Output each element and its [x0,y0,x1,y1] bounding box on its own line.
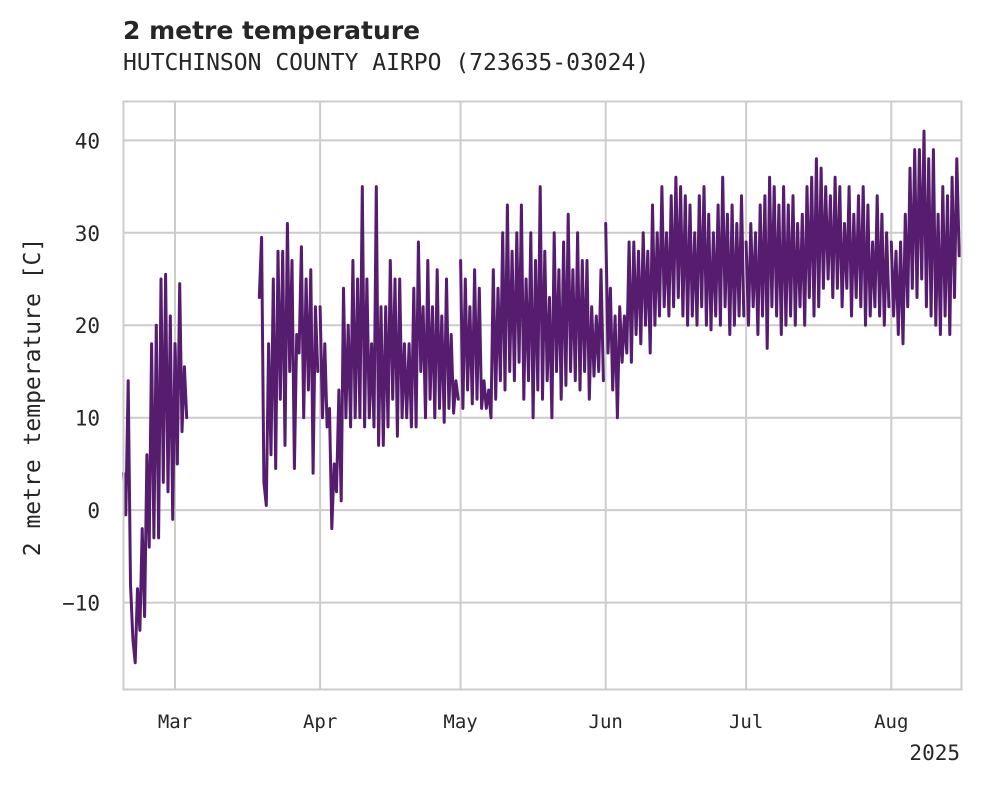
x-tick-label: Apr [303,711,337,733]
x-tick-label: Jul [729,711,763,733]
y-tick-label: 20 [75,314,100,338]
y-axis-label: 2 metre temperature [C] [20,238,46,557]
x-tick-labels: Mar Apr May Jun Jul Aug [158,711,909,733]
y-tick-label: 10 [75,407,100,431]
y-tick-labels: −10 0 10 20 30 40 [62,129,100,615]
y-tick-label: 30 [75,222,100,246]
temperature-series-line [318,185,460,531]
temperature-series-line [122,272,179,665]
chart-title: 2 metre temperature [123,16,421,45]
plot-frame [122,100,963,691]
y-tick-label: −10 [62,592,100,616]
x-tick-label: Aug [874,711,908,733]
temperature-series-line [459,185,605,420]
chart-subtitle: HUTCHINSON COUNTY AIRPO (723635-03024) [123,50,650,76]
x-tick-label: May [443,711,477,733]
temperature-series-line [173,282,189,466]
x-axis-year-label: 2025 [909,741,960,765]
y-tick-label: 0 [87,499,100,523]
temperature-series-line [744,157,891,350]
y-tick-label: 40 [75,129,100,153]
temperature-series-line [604,175,746,420]
temperature-series-line [257,222,320,507]
x-tick-label: Mar [158,711,192,733]
data-line-layer [122,129,961,665]
temperature-series-line [889,129,961,346]
x-tick-label: Jun [589,711,623,733]
